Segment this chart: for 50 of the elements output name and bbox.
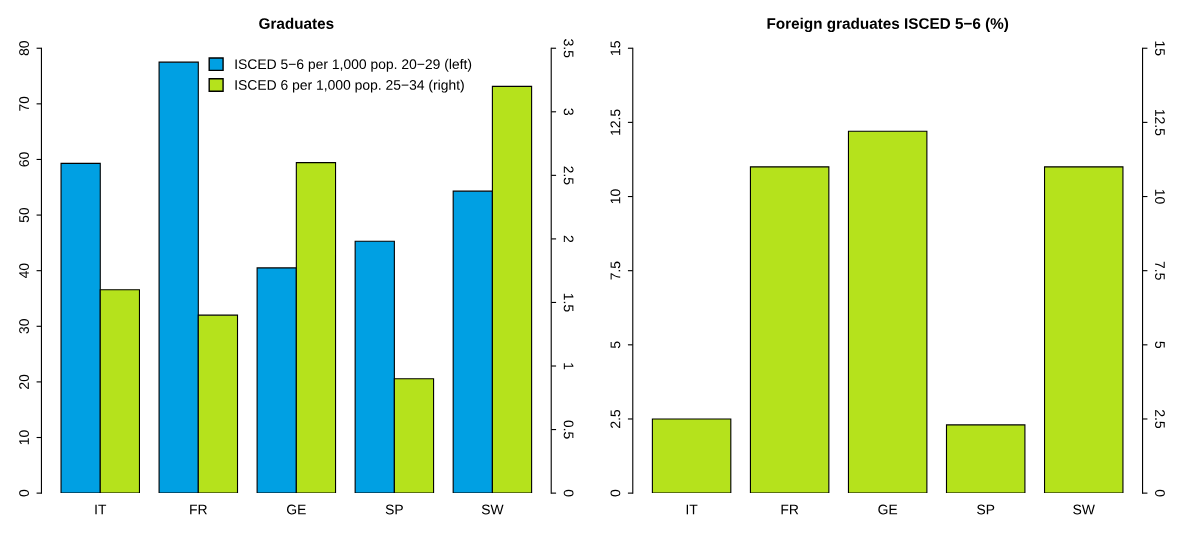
y-tick-label: 5 [610,341,621,349]
y-tick-label: 12.5 [610,109,621,135]
y-tick-label: 70 [19,96,29,111]
bar [945,424,1026,494]
y-tick-label: 30 [19,319,29,334]
y2-tick-label: 1 [563,363,574,370]
y-tick-label: 0 [610,489,621,497]
x-tick-label: GE [286,504,306,515]
x-tick-label: GE [878,504,898,515]
y-tick-label: 60 [19,152,29,167]
y-tick-label: 2.5 [610,409,621,428]
y2-tick-label: 2.5 [563,166,574,185]
y2-tick-label: 2.5 [1155,410,1165,429]
chart-title: Graduates [259,17,334,29]
x-tick-label: SW [481,504,504,515]
y2-tick-label: 10 [1155,189,1165,204]
legend-label: ISCED 5−6 per 1,000 pop. 20−29 (left) [235,58,472,72]
bar [847,130,928,494]
y-tick-label: 0 [19,489,29,497]
x-tick-label: SP [977,504,995,515]
x-tick-label: SW [1073,504,1095,515]
bar [749,166,830,494]
y-tick-label: 15 [610,41,621,55]
y2-tick-label: 3.5 [563,39,574,58]
y2-tick-label: 3 [563,108,574,116]
chart-title: Foreign graduates ISCED 5−6 (%) [767,17,1009,33]
y2-tick-label: 1.5 [563,293,574,312]
y2-tick-label: 0.5 [563,420,574,439]
y-tick-label: 40 [19,263,29,279]
y-tick-label: 10 [19,430,29,445]
y2-tick-label: 7.5 [1155,261,1165,280]
y-tick-label: 80 [19,41,29,56]
y-tick-label: 7.5 [610,261,621,280]
x-tick-label: IT [95,504,107,515]
y2-tick-label: 0 [563,489,574,497]
bar [651,418,732,494]
y2-tick-label: 15 [1155,41,1165,56]
bar [1043,166,1124,494]
y2-tick-label: 2 [563,235,574,243]
y2-tick-label: 12.5 [1155,109,1165,136]
y2-tick-label: 5 [1155,341,1165,349]
x-tick-label: SP [385,504,403,515]
x-tick-label: FR [781,504,799,515]
y2-tick-label: 0 [1155,489,1165,497]
y-tick-label: 50 [19,207,29,223]
y-tick-label: 20 [19,374,29,389]
x-tick-label: FR [190,504,207,515]
y-tick-label: 10 [610,189,621,204]
x-tick-label: IT [686,504,698,515]
legend-label: ISCED 6 per 1,000 pop. 25−34 (right) [235,79,464,93]
